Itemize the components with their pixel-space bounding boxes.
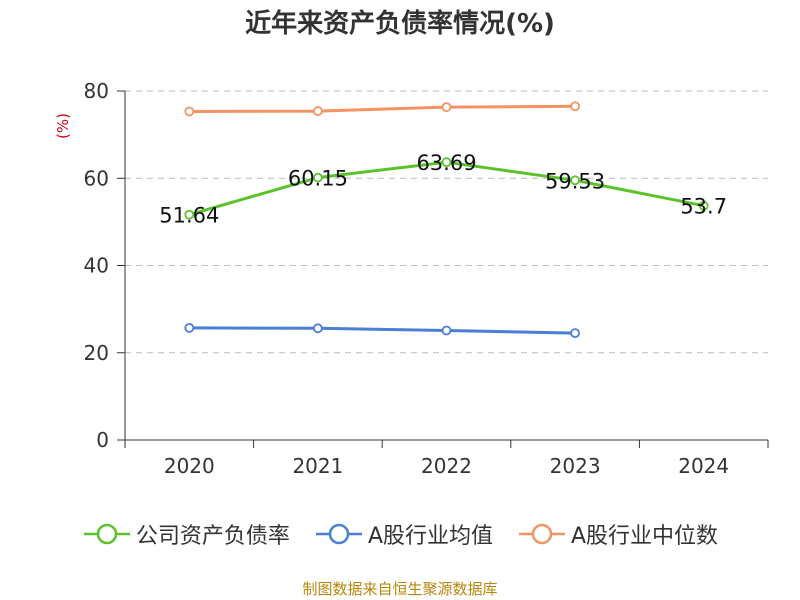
chart-title: 近年来资产负债率情况(%) — [245, 9, 555, 39]
data-point — [441, 325, 452, 336]
y-tick-label: 60 — [84, 166, 109, 190]
data-label: 60.15 — [288, 167, 348, 191]
data-label: 63.69 — [416, 151, 476, 175]
data-label: 59.53 — [545, 169, 605, 193]
data-label: 53.7 — [680, 195, 727, 219]
legend-swatch-icon — [315, 523, 362, 545]
legend-label: A股行业均值 — [367, 524, 493, 549]
data-point — [570, 175, 580, 186]
data-point — [184, 209, 195, 220]
data-point — [441, 102, 452, 113]
legend-swatch-icon — [83, 523, 130, 545]
y-tick-label: 80 — [84, 79, 109, 103]
source-note: 制图数据来自恒生聚源数据库 — [302, 580, 498, 598]
data-point — [184, 322, 195, 333]
legend-label: 公司资产负债率 — [135, 524, 290, 549]
data-point — [698, 200, 709, 211]
y-axis-label: (%) — [54, 113, 72, 139]
data-label: 51.64 — [159, 204, 219, 228]
series-lines — [188, 104, 704, 335]
x-tick-label: 2024 — [678, 454, 729, 478]
data-point — [312, 323, 323, 334]
series-line — [189, 104, 576, 113]
y-tick-label: 0 — [96, 428, 109, 452]
series-line — [189, 326, 576, 335]
axes: 0 20 40 60 80 (%) 2020 2021 2022 2023 2024 — [54, 79, 769, 478]
data-point — [312, 106, 323, 116]
y-tick-label: 40 — [84, 254, 109, 278]
legend-swatch-icon — [519, 523, 565, 545]
legend-item[interactable]: A股行业均值 — [314, 518, 493, 550]
data-point — [441, 157, 452, 168]
x-tick-label: 2022 — [421, 454, 472, 478]
x-tick-label: 2023 — [550, 454, 601, 478]
x-tick-label: 2020 — [164, 454, 215, 478]
legend: 公司资产负债率 A股行业均值 A股行业中位数 — [0, 518, 800, 550]
legend-item[interactable]: A股行业中位数 — [517, 518, 718, 550]
x-tick-label: 2021 — [292, 454, 343, 478]
legend-label: A股行业中位数 — [571, 524, 719, 549]
data-point — [570, 101, 580, 112]
gridlines — [125, 90, 768, 354]
data-labels: 51.64 60.15 63.69 59.53 53.7 — [159, 151, 727, 228]
data-points — [184, 101, 709, 339]
legend-item[interactable]: 公司资产负债率 — [82, 518, 290, 550]
data-point — [184, 106, 195, 117]
y-tick-label: 20 — [84, 341, 109, 365]
data-point — [312, 172, 323, 183]
data-point — [570, 328, 580, 339]
